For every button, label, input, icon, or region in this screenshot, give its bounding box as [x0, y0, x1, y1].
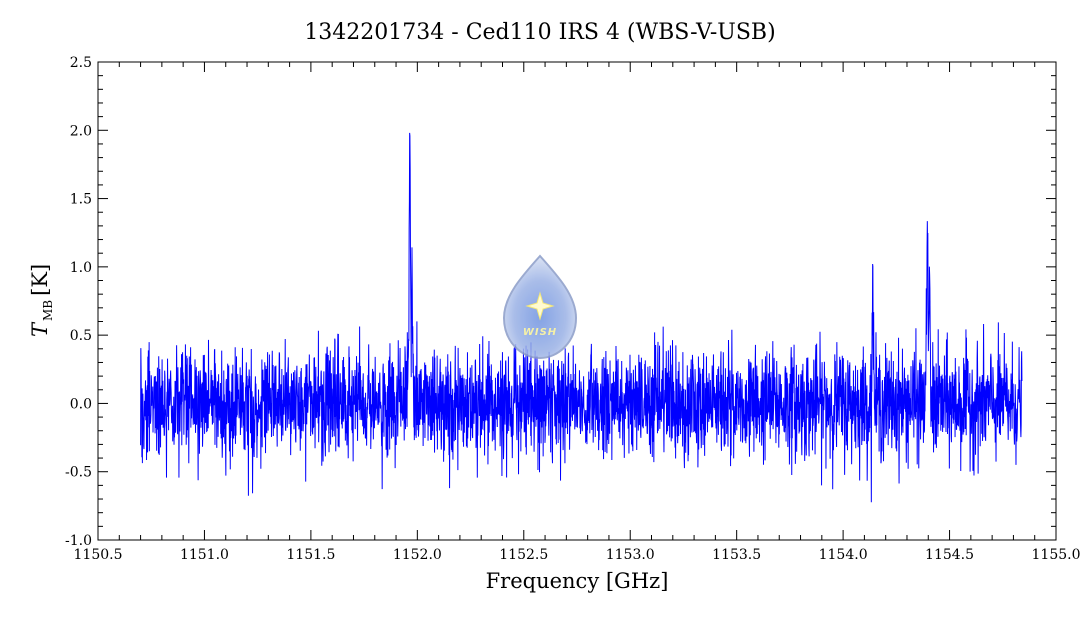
- y-tick-label: -1.0: [65, 533, 92, 549]
- x-tick-label: 1152.5: [499, 547, 548, 563]
- y-tick-label: -0.5: [65, 465, 92, 481]
- x-tick-label: 1150.5: [74, 547, 123, 563]
- x-tick-label: 1151.0: [180, 547, 229, 563]
- x-tick-label: 1154.0: [819, 547, 868, 563]
- x-tick-label: 1153.0: [606, 547, 655, 563]
- logo-text: WISH: [523, 327, 557, 338]
- x-axis-label: Frequency [GHz]: [486, 569, 669, 593]
- y-tick-label: 2.5: [70, 55, 92, 71]
- svg-text:TMB[K]: TMB [K]: [28, 264, 55, 337]
- y-axis-label-symbol: T: [28, 321, 52, 337]
- axis-ticks: [97, 61, 1057, 541]
- star-icon: [525, 291, 555, 321]
- x-tick-label: 1154.5: [925, 547, 974, 563]
- x-tick-label: 1151.5: [286, 547, 335, 563]
- spectrum-line: [140, 132, 1023, 503]
- y-tick-label: 1.5: [70, 192, 92, 208]
- wish-logo: WISH: [502, 254, 578, 360]
- x-tick-label: 1152.0: [393, 547, 442, 563]
- y-tick-label: 2.0: [70, 123, 92, 139]
- y-tick-label: 1.0: [70, 260, 92, 276]
- y-tick-label: 0.0: [70, 396, 92, 412]
- y-axis-label-subscript: MB: [41, 300, 55, 321]
- plot-frame: [97, 61, 1057, 541]
- plot-area: 1150.5 1151.0 1151.5 1152.0 1152.5 1153.0 1153…: [65, 55, 1080, 563]
- x-tick-label: 1155.0: [1032, 547, 1080, 563]
- axis-tick-labels: 1150.5 1151.0 1151.5 1152.0 1152.5 1153.0 1153…: [65, 55, 1080, 563]
- y-axis-label: TMB [K]: [28, 264, 55, 337]
- y-axis-label-unit: [K]: [28, 264, 52, 296]
- y-tick-label: 0.5: [70, 328, 92, 344]
- x-tick-label: 1153.5: [712, 547, 761, 563]
- chart-title: 1342201734 - Ced110 IRS 4 (WBS-V-USB): [304, 20, 775, 45]
